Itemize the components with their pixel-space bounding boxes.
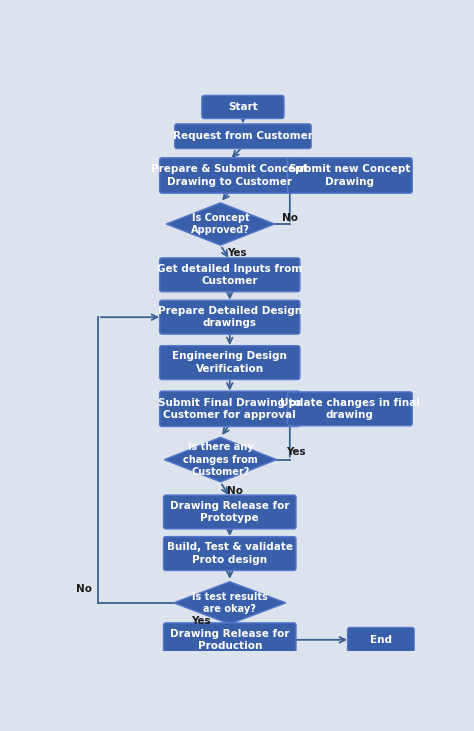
Text: Get detailed Inputs from
Customer: Get detailed Inputs from Customer bbox=[157, 264, 302, 286]
Text: Build, Test & validate
Proto design: Build, Test & validate Proto design bbox=[167, 542, 293, 565]
Text: Drawing Release for
Production: Drawing Release for Production bbox=[170, 629, 290, 651]
Text: End: End bbox=[370, 635, 392, 645]
FancyBboxPatch shape bbox=[288, 392, 412, 425]
FancyBboxPatch shape bbox=[164, 623, 296, 656]
Text: Yes: Yes bbox=[191, 616, 210, 626]
Text: Submit Final Drawing to
Customer for approval: Submit Final Drawing to Customer for app… bbox=[158, 398, 301, 420]
Text: Prepare & Submit Concept
Drawing to Customer: Prepare & Submit Concept Drawing to Cust… bbox=[151, 164, 308, 186]
FancyBboxPatch shape bbox=[175, 124, 311, 148]
Text: No: No bbox=[283, 213, 299, 223]
FancyBboxPatch shape bbox=[160, 391, 300, 426]
Text: No: No bbox=[76, 584, 92, 594]
FancyBboxPatch shape bbox=[347, 627, 414, 652]
Text: Prepare Detailed Design
drawings: Prepare Detailed Design drawings bbox=[158, 306, 302, 328]
FancyBboxPatch shape bbox=[160, 300, 300, 334]
Text: Is test results
are okay?: Is test results are okay? bbox=[192, 591, 268, 614]
Text: Yes: Yes bbox=[227, 248, 246, 258]
FancyBboxPatch shape bbox=[164, 537, 296, 570]
Text: Update changes in final
drawing: Update changes in final drawing bbox=[280, 398, 420, 420]
FancyBboxPatch shape bbox=[164, 495, 296, 529]
Text: Drawing Release for
Prototype: Drawing Release for Prototype bbox=[170, 501, 290, 523]
FancyBboxPatch shape bbox=[202, 96, 284, 118]
Text: Engineering Design
Verification: Engineering Design Verification bbox=[173, 352, 287, 374]
Text: Request from Customer: Request from Customer bbox=[173, 132, 313, 141]
Polygon shape bbox=[173, 582, 286, 624]
FancyBboxPatch shape bbox=[160, 258, 300, 292]
Polygon shape bbox=[164, 437, 277, 482]
Text: No: No bbox=[227, 486, 243, 496]
FancyBboxPatch shape bbox=[288, 158, 412, 193]
FancyBboxPatch shape bbox=[160, 158, 300, 193]
Text: Start: Start bbox=[228, 102, 258, 112]
FancyBboxPatch shape bbox=[160, 346, 300, 379]
Text: Is there any
changes from
Customer?: Is there any changes from Customer? bbox=[183, 442, 258, 477]
Polygon shape bbox=[166, 202, 275, 245]
Text: Is Concept
Approved?: Is Concept Approved? bbox=[191, 213, 250, 235]
Text: Yes: Yes bbox=[286, 447, 306, 457]
Text: Submit new Concept
Drawing: Submit new Concept Drawing bbox=[289, 164, 410, 186]
